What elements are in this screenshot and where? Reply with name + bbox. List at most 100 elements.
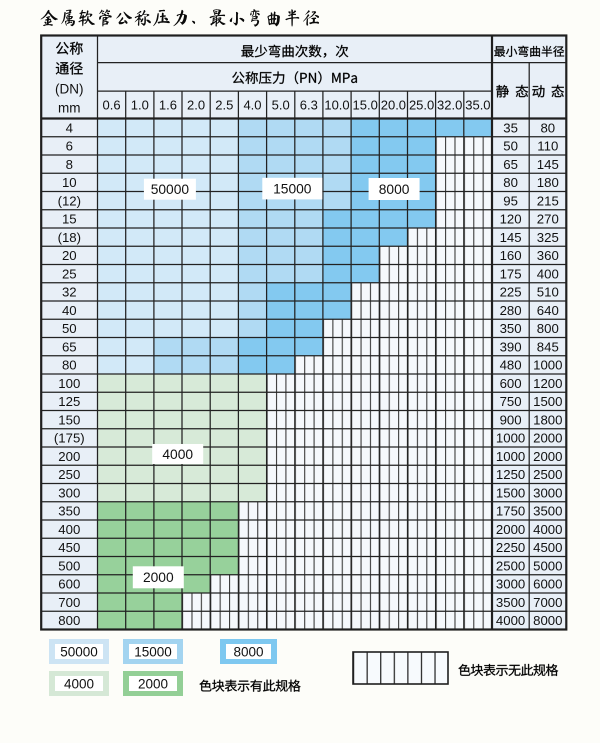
svg-text:3500: 3500	[496, 595, 525, 610]
svg-text:1200: 1200	[533, 376, 562, 391]
svg-text:1000: 1000	[533, 358, 562, 373]
svg-text:350: 350	[58, 504, 80, 519]
svg-text:1000: 1000	[496, 431, 525, 446]
svg-text:270: 270	[537, 212, 559, 227]
svg-text:25: 25	[62, 266, 77, 281]
svg-text:8: 8	[66, 157, 73, 172]
svg-text:2000: 2000	[533, 449, 562, 464]
svg-text:325: 325	[537, 230, 559, 245]
svg-text:15000: 15000	[134, 644, 172, 659]
svg-text:180: 180	[537, 175, 559, 190]
svg-text:145: 145	[500, 230, 522, 245]
svg-text:640: 640	[537, 303, 559, 318]
svg-text:35.0: 35.0	[465, 98, 490, 113]
svg-text:2500: 2500	[533, 467, 562, 482]
svg-text:2000: 2000	[143, 570, 174, 585]
svg-text:(DN): (DN)	[55, 82, 84, 97]
svg-text:390: 390	[500, 339, 522, 354]
svg-text:700: 700	[58, 595, 80, 610]
svg-text:2500: 2500	[496, 558, 525, 573]
svg-text:4000: 4000	[533, 522, 562, 537]
svg-text:(18): (18)	[58, 230, 81, 245]
svg-text:25.0: 25.0	[409, 98, 434, 113]
svg-text:160: 160	[500, 248, 522, 263]
svg-text:1750: 1750	[496, 504, 525, 519]
svg-text:1800: 1800	[533, 412, 562, 427]
svg-text:500: 500	[58, 558, 80, 573]
svg-text:10.0: 10.0	[324, 98, 349, 113]
svg-text:4500: 4500	[533, 540, 562, 555]
svg-text:450: 450	[58, 540, 80, 555]
svg-text:110: 110	[537, 139, 558, 154]
svg-text:50: 50	[62, 321, 77, 336]
svg-text:400: 400	[58, 522, 80, 537]
svg-text:(12): (12)	[58, 193, 81, 208]
svg-text:65: 65	[503, 157, 518, 172]
svg-text:200: 200	[58, 449, 80, 464]
svg-text:900: 900	[500, 412, 522, 427]
svg-text:5000: 5000	[533, 558, 562, 573]
svg-text:8000: 8000	[533, 613, 562, 628]
svg-text:2000: 2000	[533, 431, 562, 446]
svg-text:250: 250	[58, 467, 80, 482]
svg-text:80: 80	[503, 175, 518, 190]
svg-text:1500: 1500	[496, 485, 525, 500]
svg-text:80: 80	[62, 358, 77, 373]
svg-text:1250: 1250	[496, 467, 525, 482]
svg-text:6000: 6000	[533, 577, 562, 592]
svg-text:4000: 4000	[496, 613, 525, 628]
svg-text:50000: 50000	[151, 182, 190, 197]
svg-text:10: 10	[62, 175, 77, 190]
svg-text:600: 600	[500, 376, 522, 391]
svg-text:15000: 15000	[273, 182, 312, 197]
svg-text:5.0: 5.0	[272, 98, 290, 113]
svg-text:2000: 2000	[496, 522, 525, 537]
svg-text:3000: 3000	[496, 577, 525, 592]
svg-text:6: 6	[66, 139, 73, 154]
svg-text:8000: 8000	[233, 644, 263, 659]
svg-text:750: 750	[500, 394, 522, 409]
svg-text:2000: 2000	[138, 676, 168, 691]
svg-text:80: 80	[540, 120, 555, 135]
svg-text:40: 40	[62, 303, 77, 318]
svg-text:95: 95	[503, 193, 518, 208]
svg-text:mm: mm	[58, 101, 81, 116]
svg-text:125: 125	[58, 394, 80, 409]
svg-text:15: 15	[62, 212, 77, 227]
svg-text:3000: 3000	[533, 485, 562, 500]
svg-text:800: 800	[58, 613, 80, 628]
svg-text:2.5: 2.5	[215, 98, 233, 113]
svg-text:20: 20	[62, 248, 77, 263]
svg-text:4: 4	[66, 120, 73, 135]
svg-text:0.6: 0.6	[103, 98, 121, 113]
svg-text:600: 600	[58, 577, 80, 592]
svg-text:800: 800	[537, 321, 559, 336]
svg-text:(175): (175)	[54, 431, 85, 446]
svg-text:1.6: 1.6	[159, 98, 177, 113]
svg-text:32.0: 32.0	[437, 98, 462, 113]
svg-text:3500: 3500	[533, 504, 562, 519]
svg-text:32: 32	[62, 285, 77, 300]
svg-text:50000: 50000	[60, 644, 98, 659]
svg-text:4000: 4000	[162, 447, 193, 462]
svg-text:8000: 8000	[379, 182, 410, 197]
svg-text:215: 215	[537, 193, 559, 208]
svg-text:50: 50	[503, 139, 518, 154]
svg-text:145: 145	[537, 157, 559, 172]
svg-text:2250: 2250	[496, 540, 525, 555]
svg-text:360: 360	[537, 248, 559, 263]
svg-text:7000: 7000	[533, 595, 562, 610]
svg-text:350: 350	[500, 321, 522, 336]
svg-text:280: 280	[500, 303, 522, 318]
svg-text:300: 300	[58, 485, 80, 500]
svg-text:225: 225	[500, 285, 522, 300]
svg-text:2.0: 2.0	[187, 98, 205, 113]
svg-text:1000: 1000	[496, 449, 525, 464]
svg-text:1500: 1500	[533, 394, 562, 409]
svg-text:400: 400	[537, 266, 559, 281]
svg-text:120: 120	[500, 212, 522, 227]
svg-text:6.3: 6.3	[300, 98, 318, 113]
svg-text:65: 65	[62, 339, 77, 354]
svg-text:845: 845	[537, 339, 559, 354]
svg-text:35: 35	[503, 120, 518, 135]
